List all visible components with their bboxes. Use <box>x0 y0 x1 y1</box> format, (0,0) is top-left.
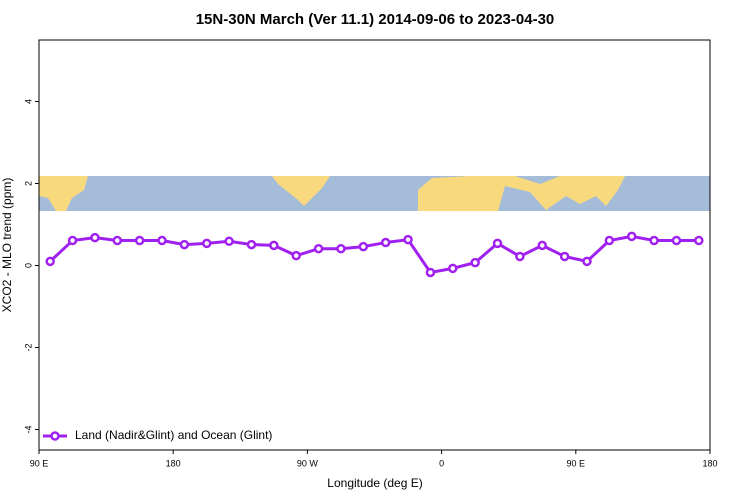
data-point <box>604 235 615 246</box>
x-tick-label: 180 <box>166 458 181 468</box>
x-tick-label: 90 E <box>30 458 49 468</box>
data-point <box>358 241 369 252</box>
data-point <box>626 231 637 242</box>
data-point <box>269 240 279 251</box>
data-point <box>425 267 436 278</box>
x-tick-label: 90 E <box>567 458 586 468</box>
data-point <box>403 234 413 245</box>
data-point <box>157 235 167 246</box>
data-point <box>649 235 659 246</box>
y-axis-label: XCO2 - MLO trend (ppm) <box>0 178 14 313</box>
data-point <box>202 238 212 249</box>
plot-frame <box>38 39 711 451</box>
legend-label: Land (Nadir&Glint) and Ocean (Glint) <box>75 428 272 442</box>
y-tick-label: -4 <box>23 425 33 433</box>
data-point <box>246 239 257 250</box>
data-point <box>313 243 324 254</box>
data-point <box>671 235 682 246</box>
data-point <box>694 235 704 246</box>
data-point <box>492 238 503 249</box>
data-point <box>336 243 346 254</box>
data-point <box>291 250 301 261</box>
data-point <box>45 256 55 267</box>
chart-title: 15N-30N March (Ver 11.1) 2014-09-06 to 2… <box>196 11 555 28</box>
data-point <box>380 237 391 248</box>
map-strip <box>39 176 710 211</box>
data-point <box>448 263 458 274</box>
x-tick-label: 0 <box>439 458 444 468</box>
data-point <box>582 256 592 267</box>
data-point <box>112 235 123 246</box>
data-point <box>224 236 234 247</box>
y-tick-label: 0 <box>23 263 33 268</box>
data-point <box>90 232 100 243</box>
y-tick-label: -2 <box>23 343 33 351</box>
data-point <box>515 251 525 262</box>
legend-marker <box>50 431 60 441</box>
y-tick-label: 2 <box>23 181 33 186</box>
data-point <box>179 239 190 250</box>
x-axis-label: Longitude (deg E) <box>327 476 422 490</box>
data-point <box>537 240 547 251</box>
data-point <box>559 251 570 262</box>
x-tick-label: 180 <box>702 458 717 468</box>
x-tick-label: 90 W <box>297 458 319 468</box>
y-tick-label: 4 <box>23 99 33 104</box>
data-point <box>470 257 480 268</box>
data-point <box>67 235 78 246</box>
data-point <box>134 235 145 246</box>
series-line <box>49 234 699 275</box>
